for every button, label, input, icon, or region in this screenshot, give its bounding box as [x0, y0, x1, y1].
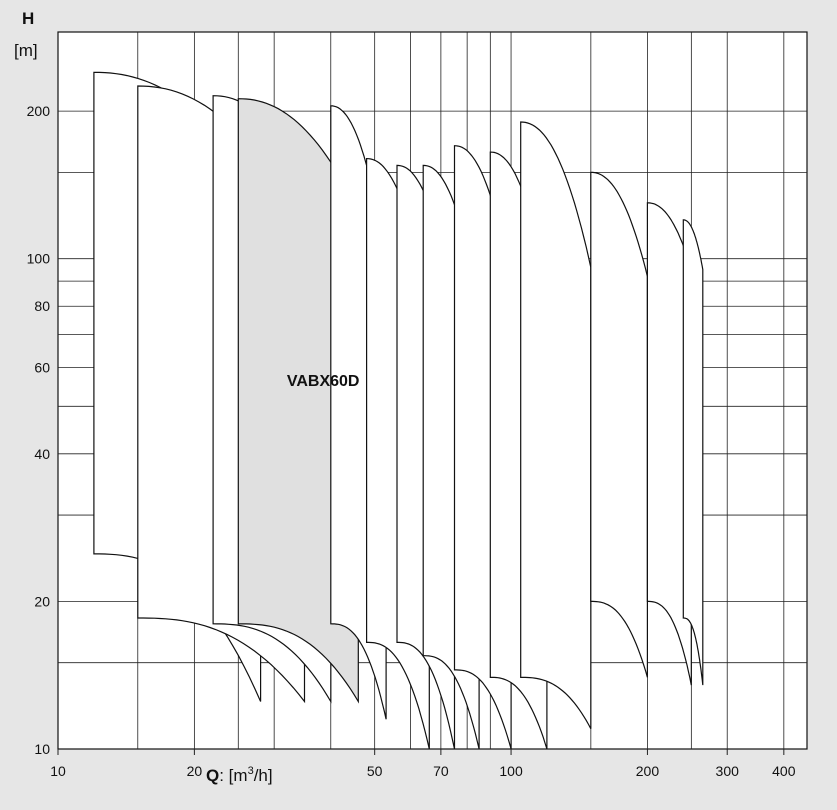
y-tick-label: 80 [34, 298, 50, 314]
x-tick-label: 10 [50, 763, 66, 779]
x-axis-unit-sup: 3 [248, 765, 254, 777]
y-axis-title: H [22, 9, 34, 28]
highlighted-series-label: VABX60D [287, 373, 360, 390]
x-tick-label: 200 [636, 763, 660, 779]
tick-labels: 10 20 50 70 100 200 300 400 10 20 40 60 80 100 200 [27, 103, 796, 779]
x-tick-label: 50 [367, 763, 383, 779]
x-axis-unit-prefix: : [m [219, 766, 247, 785]
y-axis-unit: [m] [14, 41, 38, 60]
x-axis-title: Q: [m3/h] [206, 765, 273, 785]
pump-curve-region [520, 121, 592, 729]
x-tick-label: 300 [716, 763, 740, 779]
y-tick-label: 60 [34, 359, 50, 375]
x-axis-title-symbol: Q [206, 766, 219, 785]
pump-curves [93, 71, 704, 750]
y-tick-label: 200 [27, 103, 51, 119]
pump-curve-region [682, 219, 704, 686]
x-tick-label: 400 [772, 763, 796, 779]
pump-curve-region [237, 98, 359, 704]
y-tick-label: 40 [34, 446, 50, 462]
y-tick-label: 10 [34, 741, 50, 757]
pump-curve-region [646, 202, 692, 686]
x-tick-label: 20 [187, 763, 203, 779]
pump-curve-region [590, 171, 648, 678]
x-tick-label: 100 [499, 763, 523, 779]
y-tick-label: 20 [34, 593, 50, 609]
x-axis-unit-suffix: /h] [254, 766, 273, 785]
y-tick-label: 100 [27, 251, 51, 267]
x-tick-label: 70 [433, 763, 449, 779]
